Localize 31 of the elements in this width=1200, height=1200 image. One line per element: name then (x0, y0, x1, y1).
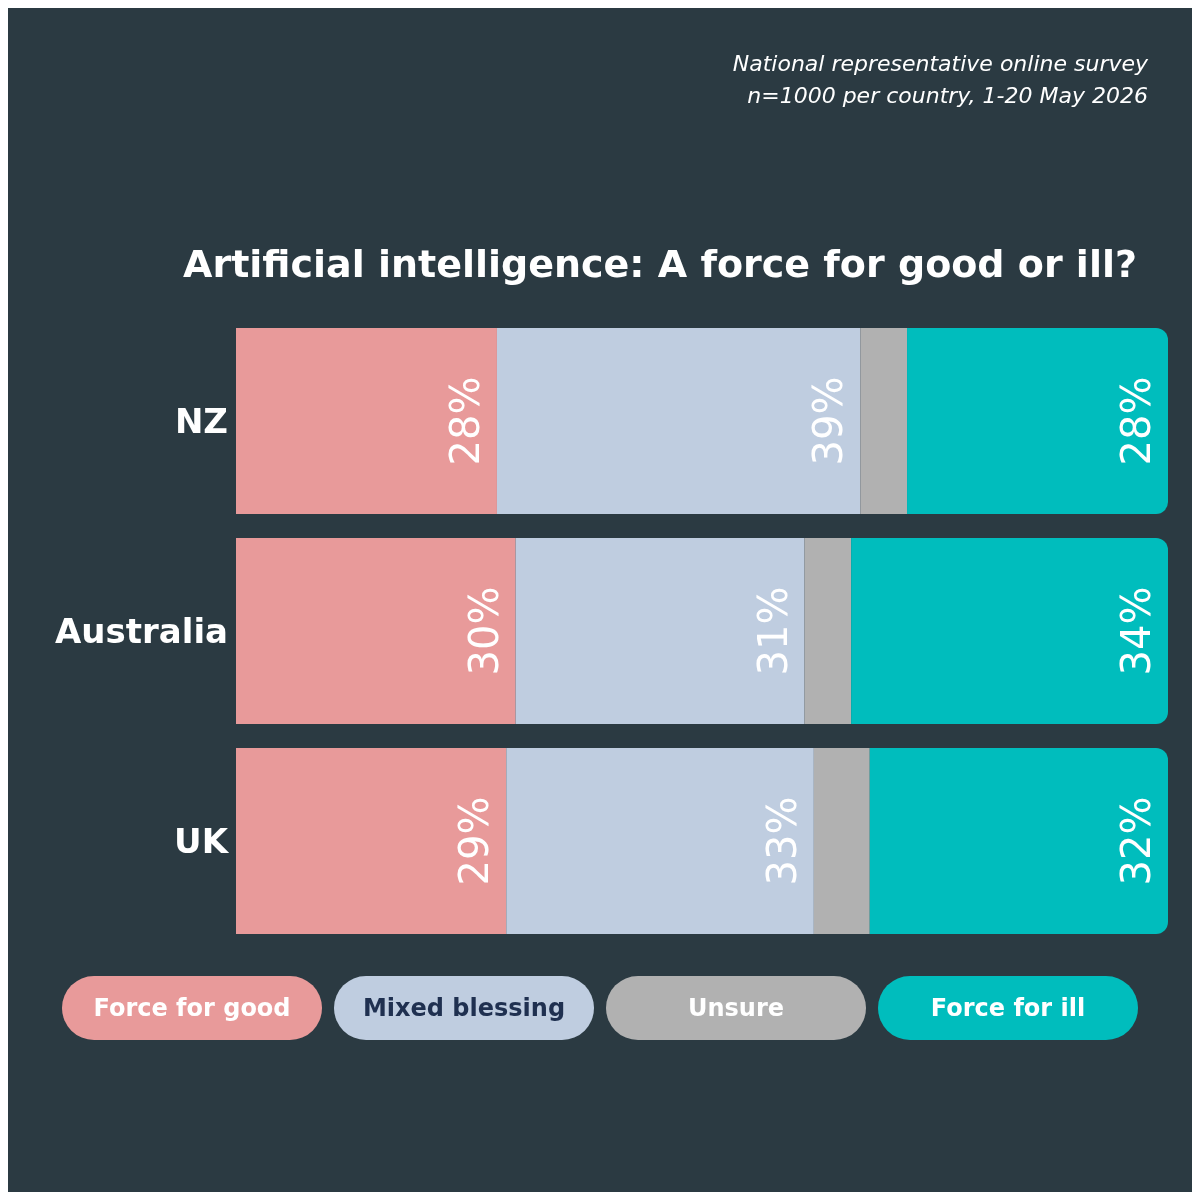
bar (506, 748, 814, 934)
bar (236, 748, 507, 934)
y-tick-label: Australia (55, 611, 228, 652)
bar (813, 748, 870, 934)
data-label: 28% (441, 376, 488, 466)
bar (496, 328, 861, 514)
data-label: 29% (451, 796, 498, 886)
text: n=1000 per country, 1-20 May 2026 (746, 82, 1148, 110)
bar (515, 538, 805, 724)
text: Unsure (606, 976, 866, 1040)
text: National representative online survey (731, 50, 1148, 78)
y-tick-label: NZ (174, 401, 228, 442)
data-label: 34% (1113, 586, 1159, 676)
data-label: 28% (1113, 376, 1159, 466)
data-label: 39% (805, 376, 852, 466)
bar (236, 538, 516, 724)
bar (851, 538, 1168, 724)
text: Force for ill (878, 976, 1138, 1040)
bar (804, 538, 852, 724)
bar (860, 328, 908, 514)
data-label: 31% (749, 586, 796, 676)
bar (236, 328, 497, 514)
text: Force for good (62, 976, 322, 1040)
bar (869, 748, 1168, 934)
data-label: 30% (460, 586, 507, 676)
data-label: 33% (758, 796, 805, 886)
y-tick-label: UK (174, 821, 230, 862)
data-label: 32% (1113, 796, 1159, 886)
text: Mixed blessing (334, 976, 594, 1040)
chart-title: Artificial intelligence: A force for good or ill? (182, 242, 1138, 286)
bar (907, 328, 1168, 514)
